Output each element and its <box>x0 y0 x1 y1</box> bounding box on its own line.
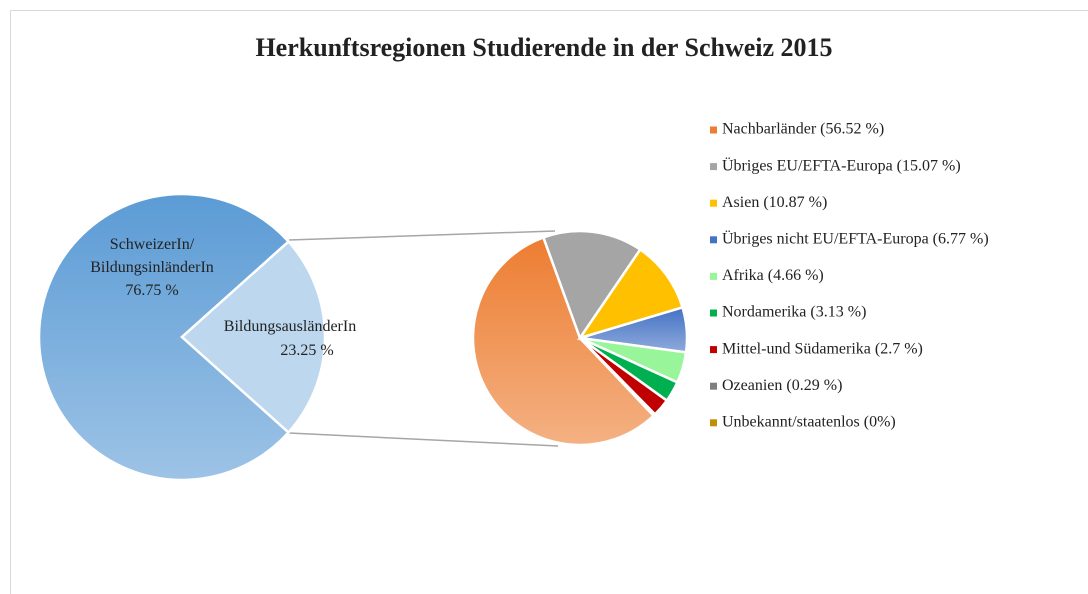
legend-label: Mittel-und Südamerika (2.7 %) <box>722 340 923 357</box>
legend-label: Übriges EU/EFTA-Europa (15.07 %) <box>722 156 961 174</box>
value-label: 23.25 % <box>280 342 334 359</box>
pie-slice <box>37 192 291 482</box>
legend-label: Ozeanien (0.29 %) <box>722 377 842 394</box>
legend-marker <box>710 382 717 390</box>
legend-marker <box>710 199 717 207</box>
pie-slice <box>180 239 327 435</box>
legend-label: Unbekannt/staatenlos (0%) <box>722 413 896 430</box>
legend-marker <box>710 272 717 280</box>
slice-label: BildungsausländerIn <box>223 318 357 335</box>
legend-marker <box>710 163 717 171</box>
legend-marker <box>710 236 717 244</box>
chart-title: Herkunftsregionen Studierende in der Sch… <box>255 33 832 62</box>
pie-slice <box>471 235 656 447</box>
pie-slice <box>576 247 685 341</box>
legend-label: Nachbarländer (56.52 %) <box>722 121 884 138</box>
connector-line <box>288 230 556 241</box>
legend-marker <box>710 419 717 427</box>
legend-label: Asien (10.87 %) <box>722 194 827 211</box>
legend-label: Nordamerika (3.13 %) <box>722 304 866 321</box>
legend-marker <box>710 346 717 354</box>
value-label: 76.75 % <box>125 282 179 299</box>
connector-line <box>288 432 559 447</box>
chart-border <box>10 10 1088 594</box>
pie-slice <box>579 337 655 417</box>
pie-slice <box>541 229 642 341</box>
legend-label: Afrika (4.66 %) <box>722 267 824 284</box>
legend-marker <box>710 126 717 134</box>
legend-label: Übriges nicht EU/EFTA-Europa (6.77 %) <box>722 229 989 247</box>
slice-label: SchweizerIn/ BildungsinländerIn <box>90 236 214 276</box>
legend-marker <box>710 309 717 317</box>
